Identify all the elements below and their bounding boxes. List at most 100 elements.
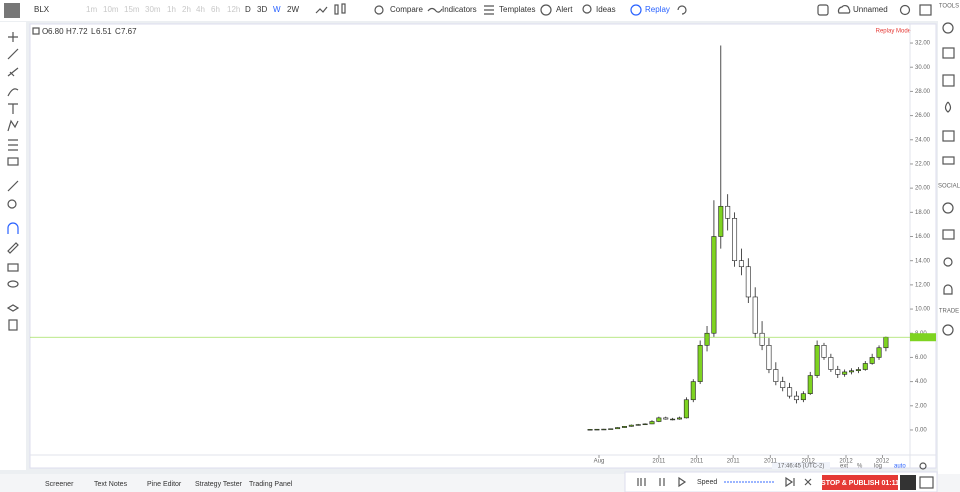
compare-button[interactable]: Compare bbox=[390, 5, 423, 14]
chat-tool[interactable] bbox=[942, 202, 954, 214]
logo[interactable] bbox=[4, 3, 20, 18]
hotlist-tool[interactable] bbox=[944, 101, 952, 113]
magnet-tool[interactable] bbox=[7, 222, 19, 234]
bottom-tab[interactable]: Trading Panel bbox=[249, 481, 293, 488]
alert-button[interactable]: Alert bbox=[556, 5, 573, 14]
candle-body bbox=[608, 428, 614, 430]
object-tree-tool[interactable] bbox=[6, 304, 20, 312]
stay-drawing-tool[interactable] bbox=[7, 242, 19, 254]
y-tick-label: 32.00 bbox=[915, 41, 931, 47]
percent-toggle[interactable]: % bbox=[857, 464, 863, 470]
log-toggle[interactable]: log bbox=[874, 464, 882, 470]
interval[interactable]: 2W bbox=[287, 5, 299, 14]
brush-tool[interactable] bbox=[7, 88, 19, 97]
search-tool[interactable] bbox=[942, 22, 954, 34]
interval[interactable]: 30m bbox=[145, 5, 161, 14]
data-window-tool[interactable] bbox=[942, 156, 955, 165]
notifications-tool[interactable] bbox=[943, 284, 953, 295]
cloud-icon[interactable] bbox=[837, 5, 851, 14]
indicators-icon[interactable] bbox=[427, 7, 443, 13]
text-tool[interactable] bbox=[8, 103, 18, 114]
candle-body bbox=[615, 427, 621, 430]
bottom-tab[interactable]: Strategy Tester bbox=[195, 481, 243, 488]
ext-toggle[interactable]: ext bbox=[840, 464, 848, 470]
fib-tool[interactable] bbox=[8, 139, 18, 151]
interval[interactable]: 3D bbox=[257, 5, 267, 14]
replay-forward[interactable] bbox=[785, 476, 795, 488]
replay-step[interactable] bbox=[678, 476, 687, 488]
symbol[interactable]: BLX bbox=[34, 5, 50, 14]
interval[interactable]: 15m bbox=[124, 5, 140, 14]
interval[interactable]: 1h bbox=[167, 5, 176, 14]
legend-value: 6.80 bbox=[48, 27, 64, 36]
ideas-icon[interactable] bbox=[582, 4, 592, 14]
interval[interactable]: D bbox=[245, 5, 251, 14]
bottom-tab[interactable]: Text Notes bbox=[94, 481, 128, 488]
legend-key: C bbox=[115, 27, 121, 36]
bottom-tab[interactable]: Screener bbox=[45, 481, 74, 488]
dom-tool[interactable] bbox=[942, 324, 954, 336]
interval[interactable]: W bbox=[273, 5, 281, 14]
replay-select-bar[interactable] bbox=[637, 478, 646, 486]
candle-body bbox=[849, 370, 855, 373]
snapshot-icon[interactable] bbox=[919, 4, 932, 16]
y-tick-label: 6.00 bbox=[915, 355, 927, 361]
settings-icon[interactable] bbox=[899, 4, 911, 16]
candle-icon[interactable] bbox=[334, 4, 339, 15]
axis-settings[interactable] bbox=[919, 462, 927, 470]
templates-button[interactable]: Templates bbox=[499, 5, 535, 14]
ideas-stream-tool[interactable] bbox=[942, 229, 955, 240]
alert-icon[interactable] bbox=[540, 4, 552, 16]
trendline-tool[interactable] bbox=[7, 48, 19, 60]
interval[interactable]: 2h bbox=[182, 5, 191, 14]
pattern-tool[interactable] bbox=[7, 119, 19, 132]
interval[interactable]: 10m bbox=[103, 5, 119, 14]
fullscreen-icon[interactable] bbox=[817, 4, 829, 16]
candle-body bbox=[800, 393, 806, 401]
draw-toggle[interactable] bbox=[900, 475, 916, 490]
lock-tool[interactable] bbox=[7, 263, 19, 272]
calendar-tool[interactable] bbox=[942, 130, 955, 142]
candle-icon[interactable] bbox=[341, 3, 346, 14]
indicators-button[interactable]: Indicators bbox=[442, 5, 477, 14]
camera-toggle[interactable] bbox=[919, 476, 934, 489]
streams-tool[interactable] bbox=[943, 257, 953, 267]
interval[interactable]: 1m bbox=[86, 5, 97, 14]
candle-body bbox=[683, 399, 689, 419]
replay-button[interactable]: Replay bbox=[645, 5, 670, 14]
x-tick-label: 2012 bbox=[801, 459, 815, 465]
replay-close[interactable] bbox=[804, 478, 812, 486]
interval[interactable]: 4h bbox=[196, 5, 205, 14]
news-tool[interactable] bbox=[942, 74, 955, 87]
replay-pause[interactable] bbox=[659, 478, 665, 486]
templates-icon[interactable] bbox=[484, 5, 494, 15]
watchlist-tool[interactable] bbox=[942, 47, 955, 59]
legend-toggle[interactable] bbox=[32, 27, 40, 35]
replay-icon[interactable] bbox=[630, 4, 642, 16]
interval[interactable]: 6h bbox=[211, 5, 220, 14]
auto-toggle[interactable]: auto bbox=[894, 464, 906, 470]
candle-body bbox=[793, 395, 799, 401]
stop-publish-label[interactable]: STOP & PUBLISH 01:11 bbox=[821, 480, 899, 487]
hide-tool[interactable] bbox=[7, 280, 19, 288]
stop-publish-button[interactable] bbox=[822, 475, 898, 490]
undo-icon[interactable] bbox=[677, 5, 687, 15]
crosshair-tool[interactable] bbox=[8, 32, 18, 42]
measure-tool[interactable] bbox=[7, 180, 19, 192]
chart-style-icon[interactable] bbox=[315, 6, 328, 14]
candle-body bbox=[787, 387, 793, 397]
x-tick-label: 2012 bbox=[839, 459, 853, 465]
prediction-tool[interactable] bbox=[7, 157, 19, 166]
candle-body bbox=[814, 345, 820, 376]
candle-body bbox=[697, 345, 703, 382]
bottom-tab[interactable]: Pine Editor bbox=[147, 481, 182, 488]
ideas-button[interactable]: Ideas bbox=[596, 5, 616, 14]
delete-tool[interactable] bbox=[8, 319, 18, 331]
interval[interactable]: 12h bbox=[227, 5, 240, 14]
zoom-tool[interactable] bbox=[7, 199, 17, 209]
layout-name[interactable]: Unnamed bbox=[853, 5, 888, 14]
compare-icon[interactable] bbox=[374, 5, 384, 15]
pitchfork-tool[interactable] bbox=[7, 67, 19, 77]
replay-mode-label: Replay Mode bbox=[876, 29, 912, 35]
candle-body bbox=[711, 236, 717, 334]
